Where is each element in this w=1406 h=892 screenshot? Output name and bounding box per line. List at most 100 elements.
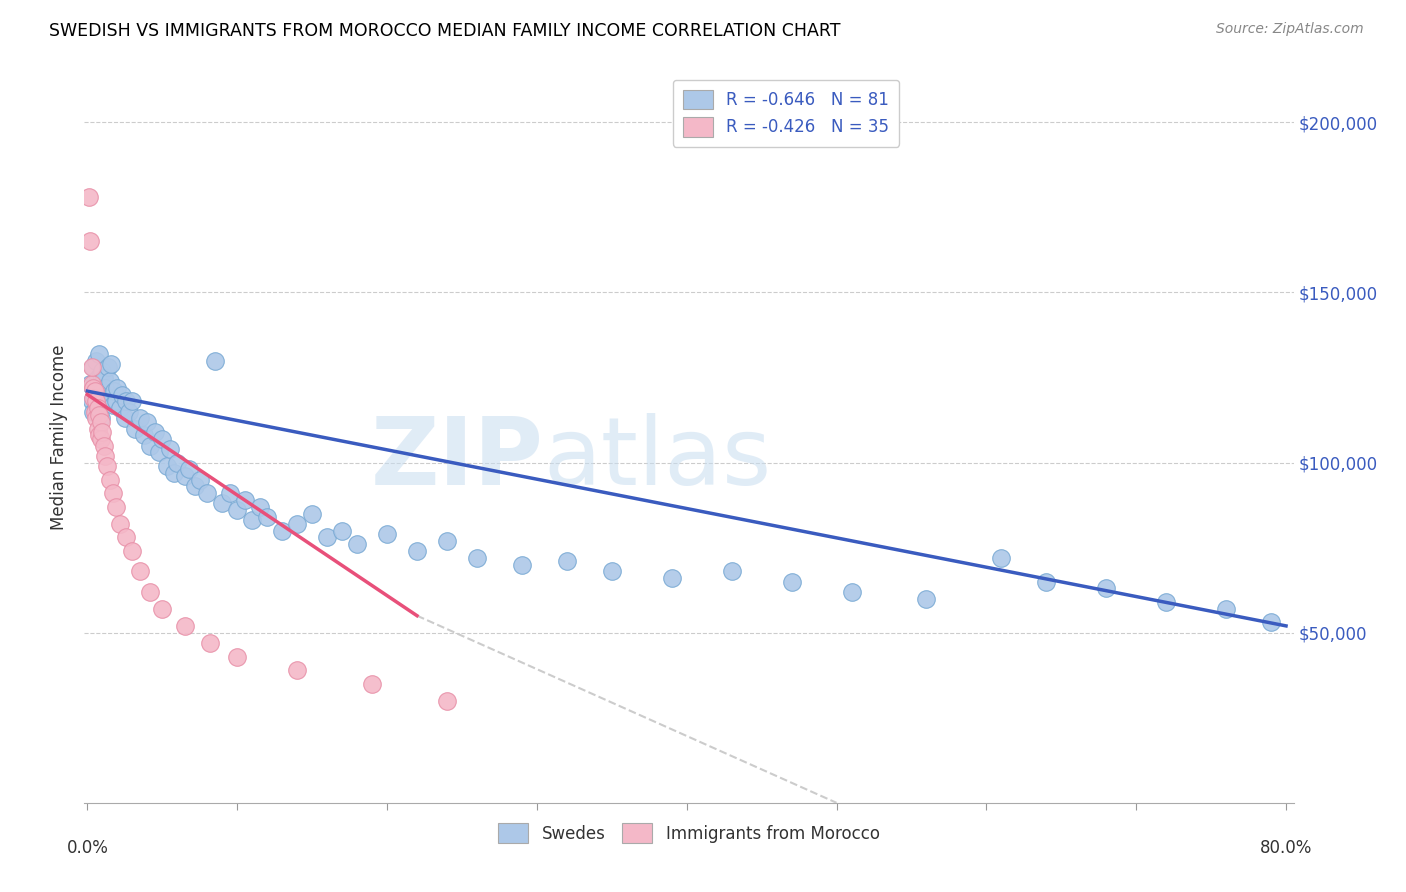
Point xyxy=(218,486,240,500)
Point xyxy=(285,516,308,531)
Point xyxy=(82,360,104,375)
Text: 80.0%: 80.0% xyxy=(1260,838,1312,856)
Point xyxy=(436,694,458,708)
Point xyxy=(103,384,125,399)
Text: ZIP: ZIP xyxy=(371,413,544,505)
Point xyxy=(96,391,118,405)
Point xyxy=(226,503,249,517)
Text: SWEDISH VS IMMIGRANTS FROM MOROCCO MEDIAN FAMILY INCOME CORRELATION CHART: SWEDISH VS IMMIGRANTS FROM MOROCCO MEDIA… xyxy=(49,22,841,40)
Point xyxy=(233,493,256,508)
Point xyxy=(86,353,108,368)
Point xyxy=(173,469,195,483)
Point xyxy=(184,479,207,493)
Point xyxy=(77,190,100,204)
Point xyxy=(159,442,181,456)
Point xyxy=(86,394,108,409)
Point xyxy=(375,527,398,541)
Text: 0.0%: 0.0% xyxy=(66,838,108,856)
Point xyxy=(166,456,188,470)
Point xyxy=(91,364,114,378)
Point xyxy=(79,377,101,392)
Point xyxy=(346,537,368,551)
Point xyxy=(89,347,111,361)
Point xyxy=(139,585,162,599)
Point xyxy=(90,411,112,425)
Point xyxy=(89,394,111,409)
Point xyxy=(148,445,170,459)
Point xyxy=(156,458,179,473)
Point xyxy=(436,533,458,548)
Point xyxy=(83,404,105,418)
Point xyxy=(661,571,683,585)
Point xyxy=(82,391,104,405)
Point xyxy=(240,513,263,527)
Point xyxy=(115,394,138,409)
Point xyxy=(121,394,143,409)
Point xyxy=(150,432,173,446)
Point xyxy=(87,421,110,435)
Point xyxy=(90,367,112,381)
Point xyxy=(841,585,863,599)
Point xyxy=(249,500,271,514)
Point xyxy=(211,496,233,510)
Point xyxy=(124,421,146,435)
Point xyxy=(1095,582,1118,596)
Point xyxy=(80,377,103,392)
Point xyxy=(91,425,114,439)
Point xyxy=(111,387,134,401)
Point xyxy=(136,415,159,429)
Point xyxy=(98,473,121,487)
Point xyxy=(110,516,132,531)
Point xyxy=(1215,602,1237,616)
Point xyxy=(121,544,143,558)
Text: Source: ZipAtlas.com: Source: ZipAtlas.com xyxy=(1216,22,1364,37)
Point xyxy=(86,411,108,425)
Text: atlas: atlas xyxy=(544,413,772,505)
Point xyxy=(780,574,803,589)
Legend: Swedes, Immigrants from Morocco: Swedes, Immigrants from Morocco xyxy=(492,817,886,849)
Point xyxy=(100,357,122,371)
Point xyxy=(179,462,201,476)
Point xyxy=(128,565,150,579)
Point xyxy=(150,602,173,616)
Point xyxy=(465,550,488,565)
Point xyxy=(97,360,120,375)
Point xyxy=(80,360,103,375)
Point xyxy=(200,636,222,650)
Point xyxy=(90,415,112,429)
Point xyxy=(83,391,105,405)
Point xyxy=(82,404,104,418)
Point xyxy=(79,235,101,249)
Point xyxy=(114,411,136,425)
Point xyxy=(101,398,124,412)
Point xyxy=(301,507,323,521)
Point xyxy=(361,677,384,691)
Point xyxy=(226,649,249,664)
Point xyxy=(82,381,104,395)
Point xyxy=(188,473,211,487)
Point xyxy=(118,404,141,418)
Y-axis label: Median Family Income: Median Family Income xyxy=(51,344,69,530)
Point xyxy=(163,466,186,480)
Point xyxy=(94,449,117,463)
Point xyxy=(101,486,124,500)
Point xyxy=(104,500,127,514)
Point xyxy=(110,401,132,416)
Point xyxy=(94,381,117,395)
Point xyxy=(86,401,108,416)
Point xyxy=(1035,574,1057,589)
Point xyxy=(915,591,938,606)
Point xyxy=(89,428,111,442)
Point xyxy=(98,374,121,388)
Point xyxy=(720,565,742,579)
Point xyxy=(271,524,294,538)
Point xyxy=(91,384,114,399)
Point xyxy=(83,374,105,388)
Point xyxy=(83,384,105,399)
Point xyxy=(87,370,110,384)
Point xyxy=(406,544,429,558)
Point xyxy=(330,524,353,538)
Point xyxy=(285,663,308,677)
Point xyxy=(1260,615,1282,630)
Point xyxy=(104,394,127,409)
